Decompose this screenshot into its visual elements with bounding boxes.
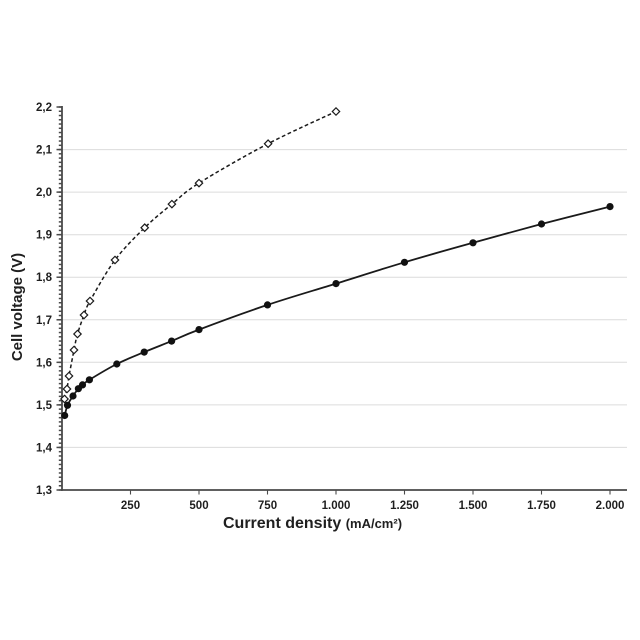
svg-text:2,0: 2,0 <box>36 187 52 199</box>
svg-text:500: 500 <box>189 500 208 512</box>
svg-text:1,4: 1,4 <box>36 442 53 454</box>
svg-text:1.250: 1.250 <box>390 500 419 512</box>
svg-text:250: 250 <box>121 500 140 512</box>
svg-text:750: 750 <box>258 500 277 512</box>
svg-text:Current density (mA/cm²): Current density (mA/cm²) <box>223 515 402 532</box>
svg-text:1.000: 1.000 <box>322 500 351 512</box>
svg-text:1,3: 1,3 <box>36 485 52 497</box>
svg-text:2,1: 2,1 <box>36 145 53 157</box>
svg-text:1.750: 1.750 <box>527 500 556 512</box>
svg-text:2,2: 2,2 <box>36 102 52 114</box>
svg-text:1,7: 1,7 <box>36 315 52 327</box>
svg-text:1.500: 1.500 <box>459 500 488 512</box>
svg-text:Cell voltage (V): Cell voltage (V) <box>9 253 26 361</box>
svg-text:1,6: 1,6 <box>36 357 52 369</box>
svg-text:1,9: 1,9 <box>36 230 52 242</box>
svg-text:1,8: 1,8 <box>36 272 53 284</box>
svg-text:1,5: 1,5 <box>36 400 53 412</box>
svg-text:2.000: 2.000 <box>596 500 625 512</box>
